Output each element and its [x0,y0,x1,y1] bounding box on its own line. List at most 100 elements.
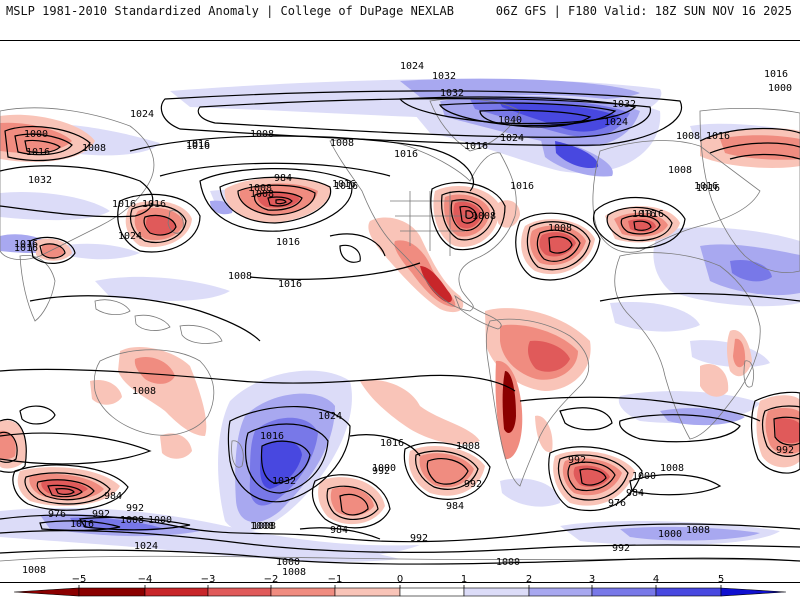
isobar-label: 1008 [248,183,272,194]
isobar-label: 1016 [26,147,50,158]
isobar-label: 1000 [148,515,172,526]
isobar-label: 992 [126,503,144,514]
colorbar-tick: 5 [718,574,724,585]
colorbar-segment [528,587,593,597]
anomaly-region [730,259,772,282]
colorbar-tick: −4 [138,574,153,585]
isobar-label: 1024 [118,231,142,242]
isobar-label: 1016 [14,239,38,250]
isobar-label: 1032 [272,476,296,487]
anomaly-region [160,433,192,459]
anomaly-region [360,379,480,445]
isobar-label: 1024 [400,61,424,72]
anomaly-region [720,135,800,160]
isobar-label: 1000 [768,83,792,94]
isobar-label: 1000 [372,463,396,474]
isobar-label: 1008 [456,441,480,452]
colorbar-tick: −1 [328,574,343,585]
isobar-label: 1032 [612,99,636,110]
isobars [0,90,800,565]
isobar-label: 1000 [632,471,656,482]
colorbar-arrow-left [13,587,80,597]
isobar-label: 1016 [380,438,404,449]
anomaly-region [528,340,570,372]
isobar-label: 992 [92,509,110,520]
anomaly-region [400,78,640,102]
isobar-label: 1008 [120,515,144,526]
colorbar-segment [207,587,272,597]
isobar-label: 1000 [24,129,48,140]
isobar-label: 1016 [186,141,210,152]
isobar-label: 976 [48,509,66,520]
colorbar-segment [591,587,657,597]
colorbar: −5 −4 −3 −2 −1 0 1 2 3 4 5 [0,572,800,600]
colorbar-segment [144,587,209,597]
isobar-label: 976 [608,498,626,509]
anomaly-region [733,338,746,368]
map-canvas: 1024 1032 1032 1040 1024 1032 1024 1016 … [0,61,800,578]
anomaly-region [610,301,700,332]
isobar-label: 1016 [706,131,730,142]
map-title: MSLP 1981-2010 Standardized Anomaly | Co… [6,4,454,18]
isobar-label: 1000 [658,529,682,540]
anomaly-region [500,102,620,132]
anomaly-region [700,363,729,397]
anomaly-region [60,243,140,260]
isobar-label: 1032 [28,175,52,186]
isobar-label: 1016 [464,141,488,152]
isobar-label: 1016 [186,139,210,150]
isobar-label: 992 [410,533,428,544]
isobar-label: 1008 [82,143,106,154]
colorbar-tick: 1 [461,574,467,585]
isobar-label: 1008 [676,131,700,142]
isobar-label: 1016 [394,149,418,160]
colorbar-segment [655,587,722,597]
anomaly-region [420,266,452,303]
colorbar-svg: −5 −4 −3 −2 −1 0 1 2 3 4 5 [13,574,787,597]
colorbar-tick: −2 [264,574,279,585]
isobar-label: 1008 [250,189,274,200]
isobar-label: 1008 [686,525,710,536]
isobar-label: 1016 [14,243,38,254]
anomaly-region [90,379,122,405]
isobar-label: 1000 [496,557,520,568]
isobar-label: 984 [626,488,644,499]
anomaly-region [555,141,599,169]
isobar-label: 1016 [112,199,136,210]
isobar-label: 1024 [604,117,628,128]
anomaly-region [0,191,110,221]
anomaly-region [0,430,16,460]
isobar-label: 1016 [142,199,166,210]
isobar-label: 992 [464,479,482,490]
isobar-label: 1016 [276,237,300,248]
anomaly-map: 1024 1032 1032 1040 1024 1032 1024 1016 … [0,40,800,583]
isobar-label: 984 [274,173,292,184]
isobar-label: 1000 [276,557,300,568]
colorbar-segment [78,587,146,597]
isobar-label: 1008 [282,567,306,578]
isobar-label: 1016 [764,69,788,80]
isobar-label: 1024 [134,541,158,552]
anomaly-region [500,478,560,507]
colorbar-tick: 3 [589,574,595,585]
isobar-label: 1008 [660,463,684,474]
isobar-label: 1016 [334,181,358,192]
isobar-label: 1008 [250,521,274,532]
isobar-label: 984 [104,491,122,502]
anomaly-region [95,276,230,301]
isobar-label: 1016 [640,209,664,220]
anomaly-region [620,526,760,541]
colorbar-tick: −3 [201,574,216,585]
isobar-label: 1008 [548,223,572,234]
isobar-labels: 1024 1032 1032 1040 1024 1032 1024 1016 … [14,61,794,578]
isobar-label: 984 [446,501,464,512]
colorbar-tick: −5 [72,574,87,585]
anomaly-region [134,356,175,384]
model-run-info: 06Z GFS | F180 Valid: 18Z SUN NOV 16 202… [495,4,792,18]
isobar-label: 1008 [228,271,252,282]
isobar-label: 1016 [632,209,656,220]
isobar-label: 992 [372,466,390,477]
isobar-label: 992 [776,445,794,456]
isobar-label: 1008 [252,521,276,532]
colorbar-ticks: −5 −4 −3 −2 −1 0 1 2 3 4 5 [72,574,725,585]
